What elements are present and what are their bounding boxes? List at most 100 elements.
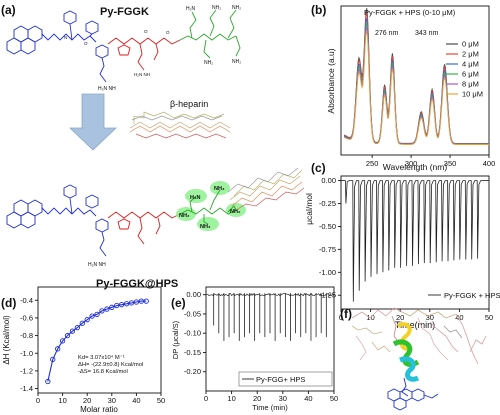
svg-text:O: O [84, 41, 88, 46]
chart-e-xtick-label: 10 [227, 394, 235, 403]
chart-d-ytick-label: -0.4 [20, 296, 33, 305]
chart-c-xtick-label: 30 [426, 313, 434, 322]
chart-c-ylabel: μcal/mol [304, 193, 314, 225]
peptide-name: Py-FGGK [100, 6, 149, 18]
svg-text:H₂N: H₂N [186, 6, 196, 12]
svg-text:NH₂: NH₂ [212, 5, 221, 11]
chart-d-point [55, 346, 61, 352]
chart-e-xtick-label: 0 [204, 394, 208, 403]
chart-d-fit-ds: -ΔS= 16.8 Kcal/mol [78, 369, 128, 375]
chart-d-xtick-label: 20 [83, 396, 91, 405]
arginine-amine: H₂N NH [98, 86, 116, 92]
chart-e-ytick-label: -0.15 [184, 348, 201, 357]
svg-text:NH₂: NH₂ [230, 209, 241, 215]
py-fggk-hps-complex: H₂N NH H₃N NH [6, 167, 305, 268]
chart-b-legend-label: 4 μM [462, 60, 479, 69]
svg-text:NH₃: NH₃ [214, 186, 225, 192]
panel-b: (b) 250 300 350 400 Py-FGGK + HPS (0-10 μM)… [311, 3, 495, 172]
chart-e-ytick-label: -0.20 [184, 367, 201, 376]
chart-d-point [138, 298, 144, 304]
chart-d-point [89, 313, 95, 319]
chart-d-ticks: 0 10 20 30 40 50 -0.4 -0.6 -0.8 -1.0 -1.2 -1.4 [20, 296, 165, 405]
svg-text:H₃N: H₃N [190, 195, 201, 201]
svg-text:H₂N NH: H₂N NH [134, 72, 150, 77]
chart-e-legend: Py-FGG+ HPS [256, 375, 305, 384]
chart-d-point [45, 378, 51, 385]
panel-c: (c) 0 10 20 30 40 500.00-0.25-0.50-0.75-1.00-… [304, 161, 500, 330]
chart-e-xlabel: Time (min) [252, 403, 288, 412]
chart-d-point [109, 304, 115, 310]
svg-text:O: O [144, 29, 148, 34]
panel-e: (e) 0 10 20 30 40 500.00-0.05-0.10-0.15-0.20 … [171, 286, 338, 412]
chart-d-point [79, 320, 85, 326]
chart-d-ytick-label: -1.0 [20, 349, 33, 358]
chart-e-frame [205, 286, 335, 392]
chart-d-point [133, 299, 140, 305]
chart-d-point [118, 302, 125, 308]
chart-c-ytick-label: -0.75 [319, 245, 336, 254]
chart-d-point [94, 311, 100, 318]
chart-d-point [59, 338, 66, 344]
heparin-sticks [351, 307, 487, 365]
chart-b-annotation-343: 343 nm [415, 30, 439, 37]
chart-c-ytick-label: 0.00 [321, 176, 336, 185]
panel-b-label: (b) [311, 3, 326, 17]
svg-text:NH₂: NH₂ [179, 213, 190, 219]
chart-d-point [69, 328, 76, 334]
svg-text:NH₂: NH₂ [204, 60, 213, 66]
chart-b-legend-label: 8 μM [462, 80, 479, 89]
pyrene-model [387, 377, 439, 411]
chart-d-ylabel: ΔH (Kcal/mol) [2, 315, 11, 365]
chart-b-legend-label: 6 μM [462, 70, 479, 79]
panel-e-label: (e) [171, 296, 186, 310]
chart-d-frame [37, 286, 162, 394]
chart-d-fit-dh: ΔH= -(22.9±0.8) Kcal/mol [78, 362, 143, 368]
chart-e-ytick-label: -0.10 [184, 329, 201, 338]
chart-b-xtick-label: 350 [444, 159, 457, 168]
chart-d-xtick-label: 10 [58, 396, 66, 405]
chart-e-xtick-label: 30 [279, 394, 287, 403]
chart-b-legend-label: 10 μM [462, 90, 483, 99]
panel-c-label: (c) [311, 161, 326, 175]
py-fggk-structure: H₂N NH N O O O H₂N NH H₂N NH₂ NH₂ NH₂ NH… [6, 5, 241, 92]
chart-d-points [45, 298, 149, 385]
svg-text:NH₂: NH₂ [232, 5, 241, 11]
chart-b-frame [340, 5, 490, 156]
chart-c-frame [340, 175, 490, 310]
chart-d-point [123, 301, 130, 307]
chart-c-xtick-label: 0 [339, 313, 343, 322]
chart-b-title: Py-FGGK + HPS (0-10 μM) [364, 8, 456, 17]
chart-b-xtick-label: 400 [483, 159, 496, 168]
chart-d-point [114, 302, 120, 309]
panel-a: (a) H₂N NH N O O [1, 3, 305, 290]
chart-e-xtick-label: 20 [253, 394, 261, 403]
chart-d-xtick-label: 30 [108, 396, 116, 405]
chart-d-xtick-label: 0 [36, 396, 40, 405]
chart-b-annotation-276: 276 nm [375, 30, 399, 37]
chart-c-ytick-label: -1.00 [319, 268, 336, 277]
chart-e-ylabel: DP (μcal/S) [171, 320, 180, 359]
chart-b-xlabel: Wavelength (nm) [383, 162, 448, 172]
heparin-label: β-heparin [170, 99, 208, 109]
chart-b-ylabel: Absorbance (a.u) [326, 48, 336, 113]
panel-a-label: (a) [1, 3, 16, 17]
chart-d-point [74, 324, 81, 331]
chart-c-xtick-label: 50 [485, 313, 493, 322]
chart-d-point [50, 356, 56, 363]
chart-d-xlabel: Molar ratio [80, 405, 118, 414]
chart-c-xtick-label: 20 [396, 313, 404, 322]
reaction-arrow [69, 93, 117, 151]
chart-c-ytick-label: -1.25 [319, 291, 336, 300]
svg-text:NH₂: NH₂ [200, 224, 211, 230]
panel-d: (d) 0 10 20 30 40 50-0.4-0.6-0.8-1.0-1.2-1.4 … [1, 286, 165, 414]
molecular-model [351, 307, 487, 411]
chart-e-ytick-label: 0.00 [186, 290, 201, 299]
svg-text:O: O [166, 30, 170, 35]
chart-c-legend: Py-FGGK + HPS [444, 291, 500, 300]
chart-b-series-line [343, 30, 489, 145]
chart-e-legend-box [238, 371, 333, 387]
chart-c-ytick-label: -0.50 [319, 222, 336, 231]
chart-d-point [99, 308, 105, 314]
chart-d-point [84, 317, 90, 323]
